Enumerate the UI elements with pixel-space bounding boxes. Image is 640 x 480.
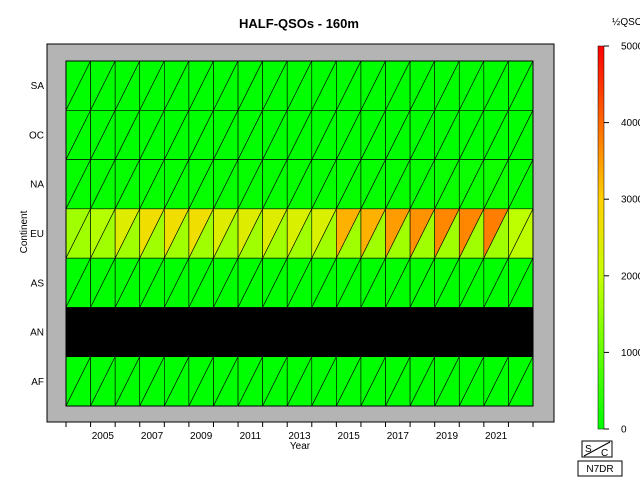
heatmap-cell-missing [311, 307, 337, 358]
chart-title: HALF-QSOs - 160m [239, 16, 359, 31]
x-tick-label: 2009 [190, 431, 213, 442]
heatmap-cell-missing [164, 307, 190, 358]
heatmap-cell-missing [459, 307, 485, 358]
sc-legend-c: C [601, 448, 608, 459]
colorbar-tick-label: 500000 [621, 42, 640, 53]
heatmap-cell-missing [90, 307, 116, 358]
y-axis-label: Continent [19, 210, 30, 253]
y-tick-label: AN [30, 328, 44, 339]
heatmap-cell-missing [139, 307, 165, 358]
heatmap-cell-missing [66, 307, 92, 358]
x-tick-label: 2011 [240, 431, 262, 442]
heatmap-cell-missing [385, 307, 411, 358]
x-tick-label: 2015 [338, 431, 361, 442]
colorbar-tick-label: 400000 [621, 118, 640, 129]
heatmap-cell-missing [336, 307, 362, 358]
colorbar-label: ½QSOs [612, 17, 640, 28]
heatmap-cell-missing [238, 307, 264, 358]
heatmap-cell-missing [434, 307, 460, 358]
sc-legend-s: S [585, 444, 592, 455]
heatmap-cell-missing [188, 307, 214, 358]
x-axis-ticks: 2005 2007 2009 2011 2013 2015 2017 2019 2021 [65, 422, 534, 442]
sc-legend-divider [583, 441, 611, 457]
x-tick-label: 2019 [436, 431, 459, 442]
colorbar-tick-label: 0 [621, 425, 627, 436]
x-tick-label: 2005 [92, 431, 115, 442]
x-tick-label: 2013 [288, 431, 311, 442]
heatmap-cell-missing [213, 307, 239, 358]
x-tick-label: 2021 [485, 431, 508, 442]
colorbar-tick-label: 300000 [621, 195, 640, 206]
y-tick-label: SA [31, 81, 45, 92]
heatmap-cell-missing [508, 307, 534, 358]
y-tick-label: NA [30, 180, 44, 191]
plot-area-border [65, 60, 534, 407]
heatmap-cell-missing [287, 307, 313, 358]
heatmap-cell-missing [410, 307, 436, 358]
heatmap-cell-missing [262, 307, 288, 358]
colorbar-tick-label: 200000 [621, 271, 640, 282]
x-axis-label: Year [290, 441, 311, 452]
colorbar [597, 45, 605, 430]
colorbar-tick-label: 100000 [621, 348, 640, 359]
heatmap-cell-missing [483, 307, 509, 358]
y-axis-ticks: SA OC NA EU AS AN AF [29, 81, 44, 388]
x-tick-label: 2007 [141, 431, 164, 442]
heatmap-cell-missing [115, 307, 141, 358]
colorbar-ticks: 0 100000 200000 300000 400000 500000 [604, 42, 640, 436]
credit-box [577, 460, 623, 477]
credit-text: N7DR [586, 464, 613, 475]
heatmap-cell-missing [360, 307, 387, 358]
y-tick-label: OC [29, 130, 44, 141]
y-tick-label: AF [31, 377, 44, 388]
x-tick-label: 2017 [387, 431, 410, 442]
heatmap-cells [65, 60, 534, 407]
y-tick-label: EU [30, 229, 44, 240]
y-tick-label: AS [31, 278, 45, 289]
